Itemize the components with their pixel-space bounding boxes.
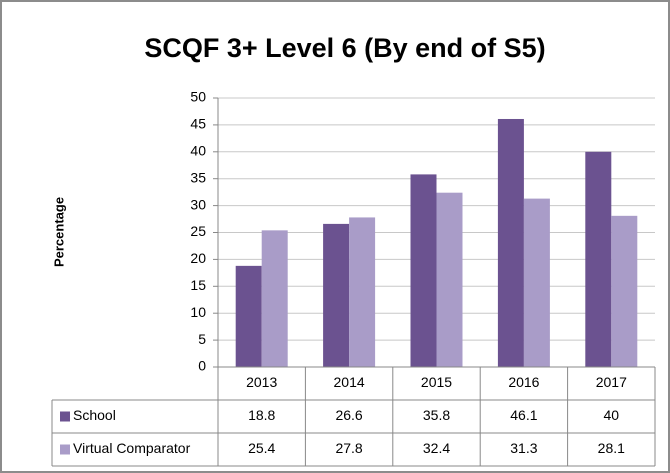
x-tick-label: 2017 (596, 374, 627, 390)
table-value: 31.3 (510, 440, 537, 456)
y-tick-label: 10 (190, 304, 206, 320)
y-tick-label: 35 (190, 169, 206, 185)
y-tick-label: 40 (190, 143, 206, 159)
table-value: 25.4 (248, 440, 275, 456)
table-value: 26.6 (335, 407, 362, 423)
bar (611, 215, 638, 367)
y-tick-label: 15 (190, 277, 206, 293)
y-tick-label: 20 (190, 250, 206, 266)
legend-label: Virtual Comparator (73, 440, 191, 456)
legend-key (60, 444, 70, 455)
y-tick-label: 5 (198, 331, 206, 347)
y-tick-label: 25 (190, 223, 206, 239)
x-tick-label: 2013 (246, 374, 277, 390)
y-tick-label: 30 (190, 196, 206, 212)
table-value: 46.1 (510, 407, 537, 423)
x-tick-label: 2014 (334, 374, 365, 390)
bar (261, 230, 288, 367)
table-value: 27.8 (335, 440, 362, 456)
y-tick-label: 45 (190, 116, 206, 132)
legend-key (60, 411, 70, 422)
bar (585, 151, 612, 367)
table-value: 35.8 (423, 407, 450, 423)
y-tick-label: 0 (198, 358, 206, 374)
bar (349, 217, 376, 367)
y-axis-label: Percentage (51, 197, 66, 267)
legend-label: School (73, 407, 116, 423)
x-tick-label: 2016 (508, 374, 539, 390)
bar (235, 265, 262, 367)
chart-title: SCQF 3+ Level 6 (By end of S5) (144, 33, 545, 63)
bar (410, 174, 437, 367)
bar (323, 223, 350, 367)
x-tick-label: 2015 (421, 374, 452, 390)
bar (497, 118, 524, 368)
table-value: 32.4 (423, 440, 450, 456)
table-value: 18.8 (248, 407, 275, 423)
bar (436, 192, 463, 367)
table-value: 28.1 (598, 440, 625, 456)
bar (523, 198, 550, 367)
y-tick-label: 50 (190, 89, 206, 105)
table-value: 40 (604, 407, 620, 423)
